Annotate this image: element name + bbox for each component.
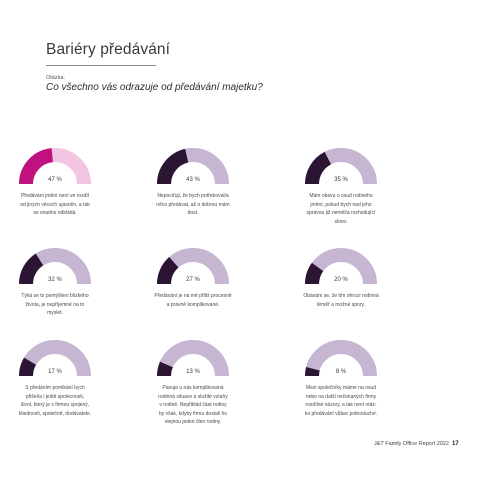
- gauge-description: Týká se to pomýšlení blízkého života, je …: [0, 292, 110, 318]
- description-line: jmění, pokud bych nad jeho: [310, 201, 372, 208]
- gauge-percent-label: 13 %: [186, 369, 200, 375]
- gauge-description: Mám obavu o osud rodiného jmění, pokud by…: [286, 192, 396, 226]
- gauge-fill: [157, 148, 189, 185]
- description-line: Mezi společníky máme na osud: [305, 385, 377, 391]
- description-line: Panuje u nás komplikovaná: [162, 385, 224, 391]
- half-donut-gauge: [19, 148, 91, 185]
- gauge-description: Panuje u nás komplikovaná rodinná situace…: [138, 384, 248, 427]
- gauge-item: 47 % Předávání jmění není ve rozdíl od jin…: [0, 148, 110, 248]
- description-line: Předávání jmění není ve rozdíl: [21, 193, 89, 199]
- gauge-item: 32 % Týká se to pomýšlení blízkého života,…: [0, 248, 110, 348]
- page-footer: J&T Family Office Report 2022 17: [374, 441, 459, 447]
- gauge-fill: [305, 367, 320, 377]
- description-line: Mám obavu o osud rodiného: [309, 193, 373, 199]
- description-line: se snadno odkládá.: [33, 210, 77, 216]
- gauge-fill: [19, 357, 37, 377]
- description-line: správou již neměl/a rozhodující: [306, 210, 376, 216]
- description-line: život, který je s firmou spojený,: [20, 402, 90, 408]
- half-donut-gauge: [157, 340, 229, 377]
- description-line: rodinná situace a složité vztahy: [158, 393, 228, 400]
- description-line: kliednosti, společně, dodávatele.: [18, 410, 92, 417]
- gauge-item: 13 % Panuje u nás komplikovaná rodinná sit…: [138, 340, 248, 440]
- half-donut-gauge: [305, 148, 377, 185]
- gauge-fill: [305, 151, 332, 185]
- description-line: a právně komplikované.: [166, 301, 220, 308]
- description-line: by však, kdyby firmu dostali ho: [158, 410, 228, 417]
- gauge-description: Nepociťuji, že bych potřeboval/a něco pře…: [138, 192, 248, 218]
- survey-question: Co všechno vás odrazuje od předávání maj…: [46, 82, 263, 93]
- gauge-track: [157, 340, 229, 377]
- gauge-description: Mezi společníky máme na osud nebo na dalš…: [286, 384, 396, 418]
- gauge-percent-label: 8 %: [335, 369, 347, 375]
- gauge-item: 17 % S předáním pomlkání bych přišel/a i j…: [0, 340, 110, 440]
- description-line: S předáním pomlkání bych: [25, 385, 85, 391]
- gauge-percent-label: 27 %: [186, 277, 200, 283]
- footer-report-name: J&T Family Office Report 2022: [374, 441, 449, 447]
- gauge-fill: [19, 253, 44, 285]
- description-line: téměř a možné spory.: [317, 301, 365, 308]
- half-donut-gauge: [19, 340, 91, 377]
- question-label: Otázka:: [46, 75, 65, 81]
- description-line: myslet.: [47, 310, 63, 316]
- gauge-percent-label: 20 %: [334, 277, 348, 283]
- gauge-percent-label: 35 %: [334, 177, 348, 183]
- gauge-item: 8 % Mezi společníky máme na osud nebo na d…: [286, 340, 396, 440]
- gauge-fill: [305, 262, 324, 285]
- title-underline: [46, 65, 156, 66]
- description-line: stejnou jeden člen rodiny.: [164, 419, 222, 425]
- half-donut-gauge: [305, 340, 377, 377]
- description-line: přišel/a i ještě spolecnosti,: [25, 393, 85, 400]
- description-line: slovo.: [334, 218, 348, 225]
- page-title: Bariéry předávání: [46, 41, 171, 58]
- gauge-fill: [19, 148, 54, 185]
- page-number: 17: [452, 441, 459, 447]
- description-line: rozdílné názory, a tak není otáz-: [305, 402, 377, 408]
- description-line: od jiných věcech ujasněn, a tak: [20, 201, 90, 208]
- description-line: něco předávat, až o dobrou mám: [156, 201, 230, 208]
- gauge-item: 35 % Mám obavu o osud rodiného jmění, poku…: [286, 148, 396, 248]
- half-donut-gauge: [157, 248, 229, 285]
- gauge-description: Předávání je na mě příliš procesně a práv…: [138, 292, 248, 309]
- half-donut-gauge: [19, 248, 91, 285]
- gauge-fill: [157, 361, 173, 377]
- description-line: v rodině. Nepřiklád část rodiny: [159, 402, 227, 408]
- gauge-description: Obávám se, že tím ohrozí rodinná téměř a …: [286, 292, 396, 309]
- description-line: Obávám se, že tím ohrozí rodinná: [303, 293, 379, 299]
- gauge-percent-label: 43 %: [186, 177, 200, 183]
- description-line: Předávání je na mě příliš procesně: [154, 293, 232, 299]
- description-line: dost.: [187, 210, 199, 216]
- gauge-fill: [157, 257, 179, 285]
- gauge-description: Předávání jmění není ve rozdíl od jiných …: [0, 192, 110, 218]
- gauge-percent-label: 32 %: [48, 277, 62, 283]
- gauge-percent-label: 47 %: [48, 177, 62, 183]
- description-line: ko předávání vůbec jednoduché.: [304, 410, 378, 417]
- gauge-percent-label: 17 %: [48, 369, 62, 375]
- gauge-track: [305, 340, 377, 377]
- gauge-item: 43 % Nepociťuji, že bych potřeboval/a něco…: [138, 148, 248, 248]
- description-line: Nepociťuji, že bych potřeboval/a: [157, 193, 229, 199]
- description-line: Týká se to pomýšlení blízkého: [21, 293, 89, 299]
- gauge-description: S předáním pomlkání bych přišel/a i ještě…: [0, 384, 110, 418]
- description-line: života, je nepříjemné na to: [25, 301, 85, 308]
- gauge-item: 27 % Předávání je na mě příliš procesně a …: [138, 248, 248, 348]
- half-donut-gauge: [305, 248, 377, 285]
- gauge-item: 20 % Obávám se, že tím ohrozí rodinná témě…: [286, 248, 396, 348]
- half-donut-gauge: [157, 148, 229, 185]
- description-line: nebo na další nečekaných firmy: [305, 393, 377, 400]
